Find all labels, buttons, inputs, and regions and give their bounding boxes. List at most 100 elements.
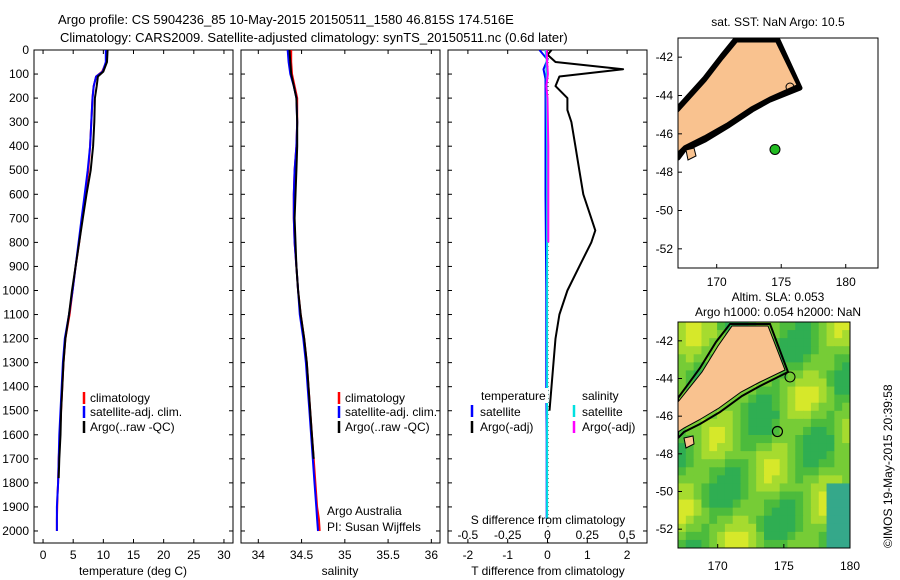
heat-cell — [678, 531, 687, 541]
series-climatology — [290, 50, 321, 532]
heat-cell — [748, 410, 757, 420]
heat-cell — [740, 475, 749, 485]
heat-cell — [732, 515, 742, 525]
heat-cell — [693, 322, 703, 331]
heat-cell — [685, 443, 695, 452]
heat-cell — [771, 539, 781, 548]
map-x-tick-label: 180 — [836, 275, 856, 289]
legend-label-s-argo: Argo(-adj) — [582, 420, 635, 434]
heat-cell — [810, 402, 820, 412]
depth-tick-label: 0 — [22, 43, 29, 57]
heat-cell — [709, 507, 718, 517]
heat-cell — [842, 531, 850, 541]
heat-cell — [709, 418, 718, 428]
heat-cell — [709, 483, 718, 493]
sla-map-content — [678, 323, 796, 449]
heat-cell — [803, 402, 812, 412]
depth-tick-label: 1600 — [2, 428, 29, 442]
sst-map-panel: sat. SST: NaN Argo: 10.5 170 175 180 -42 -44… — [656, 15, 879, 289]
heat-cell — [803, 539, 812, 548]
heat-cell — [810, 443, 820, 452]
map-y-tick-label: -48 — [656, 165, 674, 179]
heat-cell — [756, 426, 765, 436]
heat-cell — [717, 435, 726, 444]
heat-cell — [764, 394, 773, 404]
heat-cell — [685, 539, 695, 548]
heat-cell — [693, 467, 703, 476]
heat-cell — [834, 435, 843, 444]
heat-cell — [779, 531, 789, 541]
heat-cell — [740, 523, 749, 533]
heat-cell — [764, 523, 773, 533]
heat-cell — [826, 362, 835, 372]
sla-land-south-island — [678, 325, 786, 433]
heat-cell — [818, 378, 828, 388]
heat-cell — [748, 475, 757, 485]
heat-cell — [834, 491, 843, 501]
heat-cell — [709, 443, 718, 452]
heat-cell — [842, 394, 850, 404]
heat-cell — [779, 515, 789, 525]
heat-cell — [717, 507, 726, 517]
legend-label-argo: Argo(..raw -QC) — [345, 420, 430, 434]
map-x-tick-label: 175 — [771, 275, 791, 289]
heat-cell — [779, 459, 789, 468]
heat-cell — [810, 499, 820, 509]
heat-cell — [795, 322, 804, 331]
heat-cell — [678, 539, 687, 548]
heat-cell — [810, 507, 820, 517]
heat-cell — [842, 435, 850, 444]
heat-cell — [732, 523, 742, 533]
heat-cell — [685, 467, 695, 476]
heat-cell — [678, 370, 687, 380]
heat-cell — [787, 426, 796, 436]
heat-cell — [756, 402, 765, 412]
heat-cell — [795, 443, 804, 452]
heat-cell — [732, 483, 742, 493]
heat-cell — [756, 539, 765, 548]
x-tick-label: 34.5 — [290, 548, 314, 562]
heat-cell — [803, 531, 812, 541]
depth-tick-label: 1200 — [2, 332, 29, 346]
x-tick-label: 34 — [252, 548, 266, 562]
legend-label-t-satellite: satellite — [480, 405, 521, 419]
heat-cell — [771, 330, 781, 339]
heat-cell — [795, 451, 804, 460]
heat-cell — [826, 443, 835, 452]
heat-cell — [678, 322, 687, 331]
heat-cell — [678, 435, 687, 444]
heat-cell — [810, 475, 820, 485]
heat-cell — [685, 346, 695, 355]
heat-cell — [740, 499, 749, 509]
heat-cell — [724, 435, 734, 444]
heat-cell — [810, 435, 820, 444]
heat-cell — [732, 451, 742, 460]
sst-argo-location — [769, 143, 781, 155]
heat-cell — [756, 491, 765, 501]
heat-cell — [795, 402, 804, 412]
heat-cell — [701, 531, 710, 541]
heat-cell — [842, 499, 850, 509]
heat-cell — [709, 539, 718, 548]
heat-cell — [842, 338, 850, 347]
heat-cell — [678, 491, 687, 501]
heat-cell — [818, 539, 828, 548]
heat-cell — [826, 491, 835, 501]
heat-cell — [709, 499, 718, 509]
annotation-argo-australia: Argo Australia — [327, 504, 402, 518]
heat-cell — [779, 346, 789, 355]
heat-cell — [771, 451, 781, 460]
heat-cell — [803, 410, 812, 420]
depth-tick-label: 700 — [9, 211, 29, 225]
x-tick-label: 36 — [425, 548, 439, 562]
heat-cell — [803, 459, 812, 468]
heat-cell — [810, 386, 820, 396]
heat-cell — [764, 515, 773, 525]
series-climatology — [55, 50, 108, 531]
heat-cell — [826, 418, 835, 428]
heat-cell — [756, 451, 765, 460]
depth-tick-label: 1800 — [2, 476, 29, 490]
heat-cell — [842, 515, 850, 525]
heat-cell — [803, 378, 812, 388]
